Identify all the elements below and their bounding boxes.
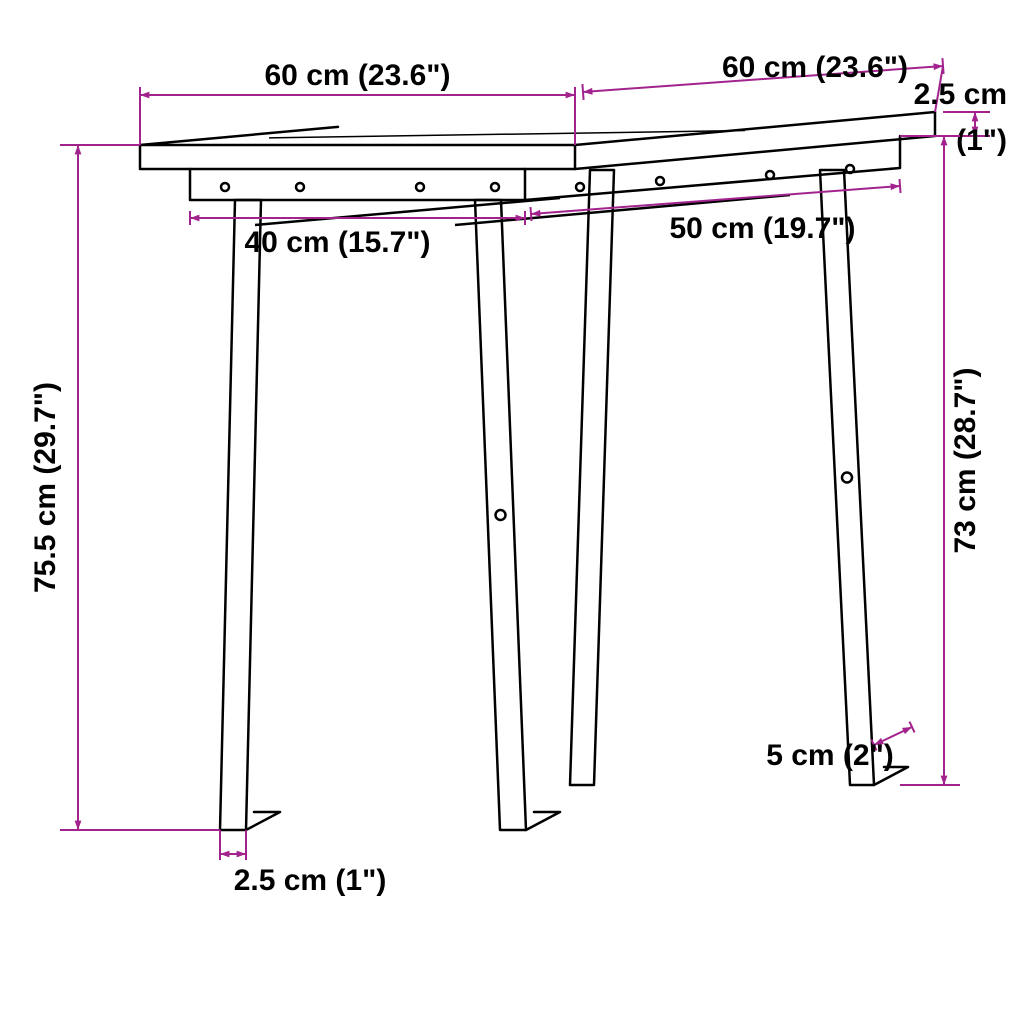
svg-text:73 cm (28.7"): 73 cm (28.7") [949, 368, 982, 554]
svg-text:75.5 cm (29.7"): 75.5 cm (29.7") [29, 382, 62, 593]
svg-text:2.5 cm (1"): 2.5 cm (1") [234, 864, 387, 897]
svg-text:50 cm (19.7"): 50 cm (19.7") [670, 212, 856, 245]
svg-text:2.5 cm: 2.5 cm [914, 78, 1007, 111]
svg-text:5 cm (2"): 5 cm (2") [766, 739, 894, 772]
svg-text:(1"): (1") [956, 124, 1007, 157]
svg-text:40 cm (15.7"): 40 cm (15.7") [245, 226, 431, 259]
svg-text:60 cm (23.6"): 60 cm (23.6") [722, 51, 908, 84]
svg-text:60 cm (23.6"): 60 cm (23.6") [265, 59, 451, 92]
